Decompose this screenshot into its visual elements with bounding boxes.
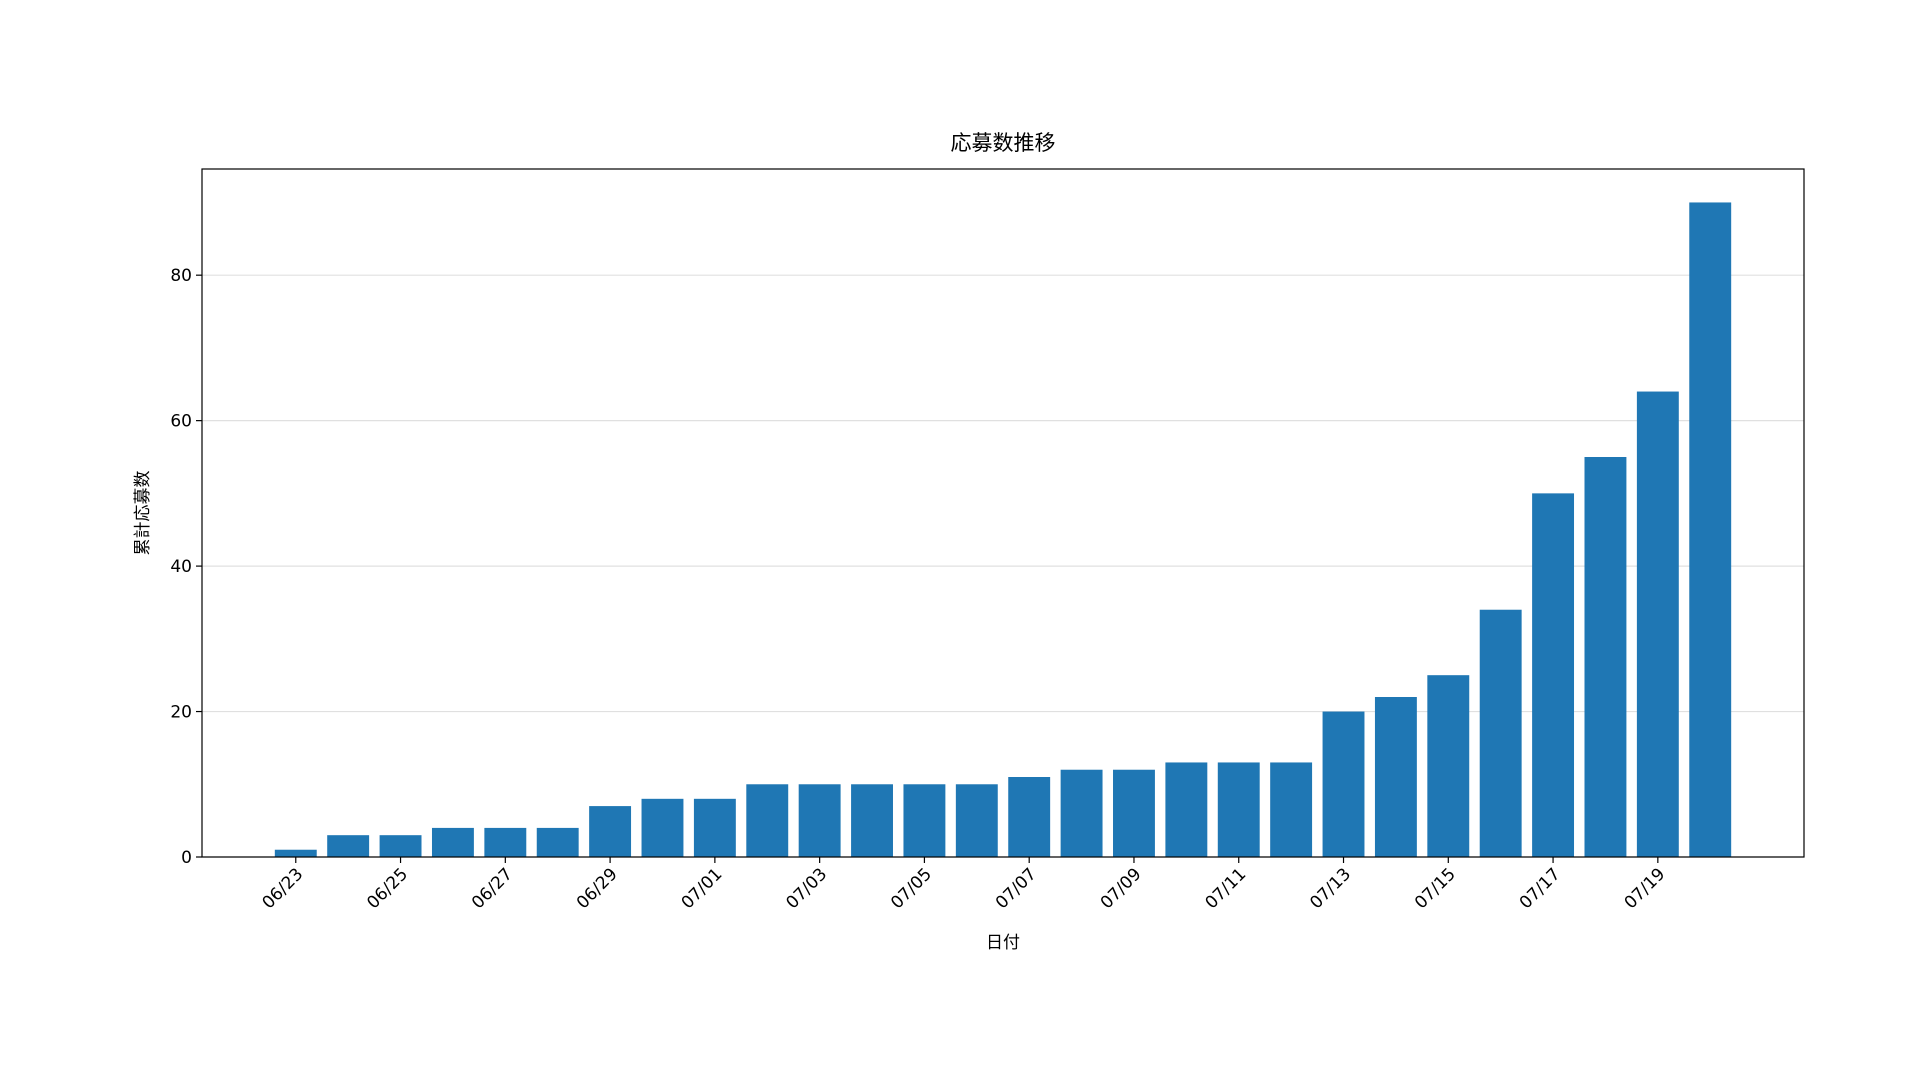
- bar: [1270, 762, 1313, 857]
- bar: [1584, 457, 1627, 857]
- x-tick-label: 07/13: [1306, 864, 1355, 913]
- bar: [1479, 609, 1522, 857]
- bar: [1322, 711, 1365, 857]
- y-tick-label: 80: [170, 266, 192, 286]
- x-axis-label: 日付: [986, 933, 1020, 953]
- x-tick-label: 07/05: [887, 864, 936, 913]
- bar: [589, 806, 632, 857]
- bar: [641, 798, 684, 857]
- x-tick-label: 06/23: [259, 864, 308, 913]
- bar: [1427, 675, 1470, 857]
- x-tick-label: 06/29: [573, 864, 622, 913]
- bar: [798, 784, 841, 857]
- x-tick-label: 07/17: [1516, 864, 1565, 913]
- x-tick-label: 06/25: [363, 864, 412, 913]
- bar: [1374, 697, 1417, 857]
- x-tick-label: 07/19: [1621, 864, 1670, 913]
- bar: [1008, 777, 1051, 857]
- y-tick-label: 20: [170, 703, 192, 723]
- x-tick-label: 06/27: [468, 864, 517, 913]
- bar: [327, 835, 370, 857]
- bar: [903, 784, 946, 857]
- x-tick-label: 07/03: [782, 864, 831, 913]
- x-tick-label: 07/01: [678, 864, 727, 913]
- bar: [536, 827, 579, 857]
- y-axis-label: 累計応募数: [133, 471, 153, 556]
- bar: [274, 849, 317, 857]
- bar: [1217, 762, 1260, 857]
- bar: [1060, 769, 1103, 857]
- bar: [1165, 762, 1208, 857]
- y-tick-label: 60: [170, 412, 192, 432]
- x-tick-label: 07/09: [1097, 864, 1146, 913]
- bar: [1636, 391, 1679, 857]
- y-tick-label: 40: [170, 557, 192, 577]
- axes-frame: [201, 168, 1805, 858]
- x-tick-label: 07/15: [1411, 864, 1460, 913]
- bar: [1532, 493, 1575, 857]
- bar: [1113, 769, 1155, 857]
- chart-title: 応募数推移: [951, 131, 1056, 155]
- bar: [431, 827, 474, 857]
- y-tick-label: 0: [181, 848, 192, 868]
- bar: [379, 835, 422, 857]
- x-tick-label: 07/11: [1201, 864, 1250, 913]
- bar: [693, 798, 736, 857]
- bar: [955, 784, 998, 857]
- bar: [746, 784, 789, 857]
- bar: [851, 784, 893, 857]
- bar: [1689, 202, 1732, 858]
- x-tick-label: 07/07: [992, 864, 1041, 913]
- bar: [484, 827, 527, 857]
